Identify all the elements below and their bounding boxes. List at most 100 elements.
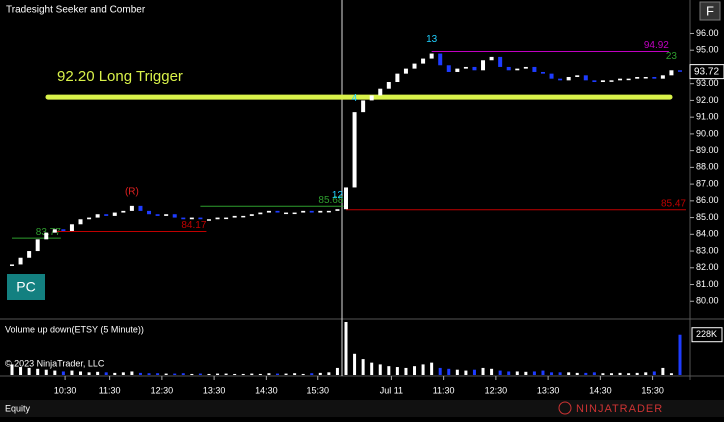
candle — [652, 76, 657, 79]
candle — [335, 209, 340, 211]
level-label: 85.47 — [661, 198, 686, 209]
pc-button-label[interactable]: PC — [16, 279, 35, 295]
candle — [609, 80, 614, 82]
candle — [506, 66, 511, 71]
candle — [44, 232, 49, 240]
candle — [35, 239, 40, 252]
candle — [455, 68, 460, 72]
volume-bar — [61, 371, 65, 375]
candle — [412, 63, 417, 69]
volume-bar — [395, 367, 399, 375]
volume-bar — [627, 373, 631, 375]
corner-button[interactable] — [699, 1, 721, 21]
corner-button-label[interactable]: F — [706, 3, 714, 18]
volume-bar — [318, 372, 322, 375]
status-bar — [0, 400, 724, 417]
candle — [575, 75, 580, 77]
level-label: 94.92 — [644, 40, 669, 51]
y-tick-label: 90.00 — [696, 128, 719, 138]
volume-bar — [490, 368, 494, 375]
y-tick-label: 82.00 — [696, 262, 719, 272]
candle — [155, 214, 160, 216]
volume-bar — [353, 353, 357, 375]
volume-bar — [79, 371, 83, 375]
candle — [678, 70, 682, 72]
candle — [352, 112, 357, 188]
annotation: 12 — [332, 190, 344, 201]
candle — [69, 224, 74, 231]
candle — [301, 210, 306, 213]
volume-bar — [498, 370, 502, 375]
x-tick-label: 10:30 — [54, 385, 77, 395]
candle — [309, 210, 314, 213]
pc-button[interactable] — [7, 274, 45, 300]
annotation: 23 — [666, 51, 678, 62]
volume-bar — [421, 364, 425, 375]
volume-bar — [378, 364, 382, 375]
volume-bar — [515, 371, 519, 375]
trigger-label: 92.20 Long Trigger — [57, 68, 183, 85]
volume-bar — [464, 370, 468, 375]
volume-bar — [284, 373, 288, 375]
volume-bar — [678, 334, 682, 375]
volume-bar — [181, 373, 185, 375]
y-tick-label: 93.00 — [696, 78, 719, 88]
y-tick-label: 88.00 — [696, 162, 719, 172]
candle — [395, 73, 400, 83]
x-tick-label: 12:30 — [485, 385, 508, 395]
last-price-tag — [689, 64, 724, 80]
volume-bar — [592, 372, 596, 375]
candle — [600, 80, 605, 83]
candle — [206, 219, 211, 221]
candle — [403, 68, 408, 74]
volume-bar — [541, 370, 545, 375]
x-tick-label: 13:30 — [537, 385, 560, 395]
volume-bar — [147, 373, 151, 375]
candle — [284, 212, 289, 215]
volume-bar — [207, 373, 211, 375]
candle — [258, 212, 263, 215]
candle — [249, 214, 254, 216]
candle — [532, 66, 537, 72]
candle — [566, 76, 571, 81]
candle — [463, 66, 468, 69]
volume-bar — [609, 373, 613, 375]
candle — [429, 53, 434, 59]
volume-bar — [130, 371, 134, 375]
volume-bar — [524, 371, 528, 375]
volume-bar — [644, 372, 648, 375]
level-label: 83.77 — [36, 227, 61, 238]
volume-bar — [258, 373, 262, 375]
window-title: Tradesight Seeker and Comber — [6, 5, 146, 16]
volume-bar — [327, 372, 331, 375]
candle — [549, 73, 554, 79]
volume-bar — [275, 373, 279, 375]
candle — [104, 214, 109, 216]
candle — [489, 56, 494, 61]
volume-bar — [507, 371, 511, 375]
candle — [515, 68, 520, 71]
volume-bar — [584, 372, 588, 375]
candle — [52, 229, 57, 233]
volume-bar — [370, 362, 374, 375]
candle — [438, 53, 443, 66]
annotation: 13 — [426, 34, 438, 45]
x-tick-label: 14:30 — [589, 385, 612, 395]
candle — [275, 210, 280, 213]
volume-bar — [335, 367, 339, 375]
volume-bar — [70, 370, 74, 375]
volume-bar — [455, 369, 459, 375]
y-tick-label: 95.00 — [696, 45, 719, 55]
candle — [618, 78, 623, 81]
candle — [87, 217, 92, 220]
candle — [498, 56, 503, 67]
candle — [78, 219, 83, 225]
candle — [27, 251, 32, 258]
candle — [241, 215, 246, 218]
candle — [198, 217, 203, 220]
candle — [232, 215, 237, 218]
volume-bar — [36, 368, 40, 375]
volume-bar — [413, 366, 417, 375]
